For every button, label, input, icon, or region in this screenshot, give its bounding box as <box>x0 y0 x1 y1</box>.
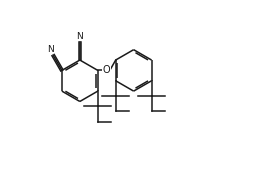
Text: O: O <box>103 65 110 75</box>
Text: N: N <box>76 32 83 41</box>
Text: N: N <box>47 45 54 54</box>
